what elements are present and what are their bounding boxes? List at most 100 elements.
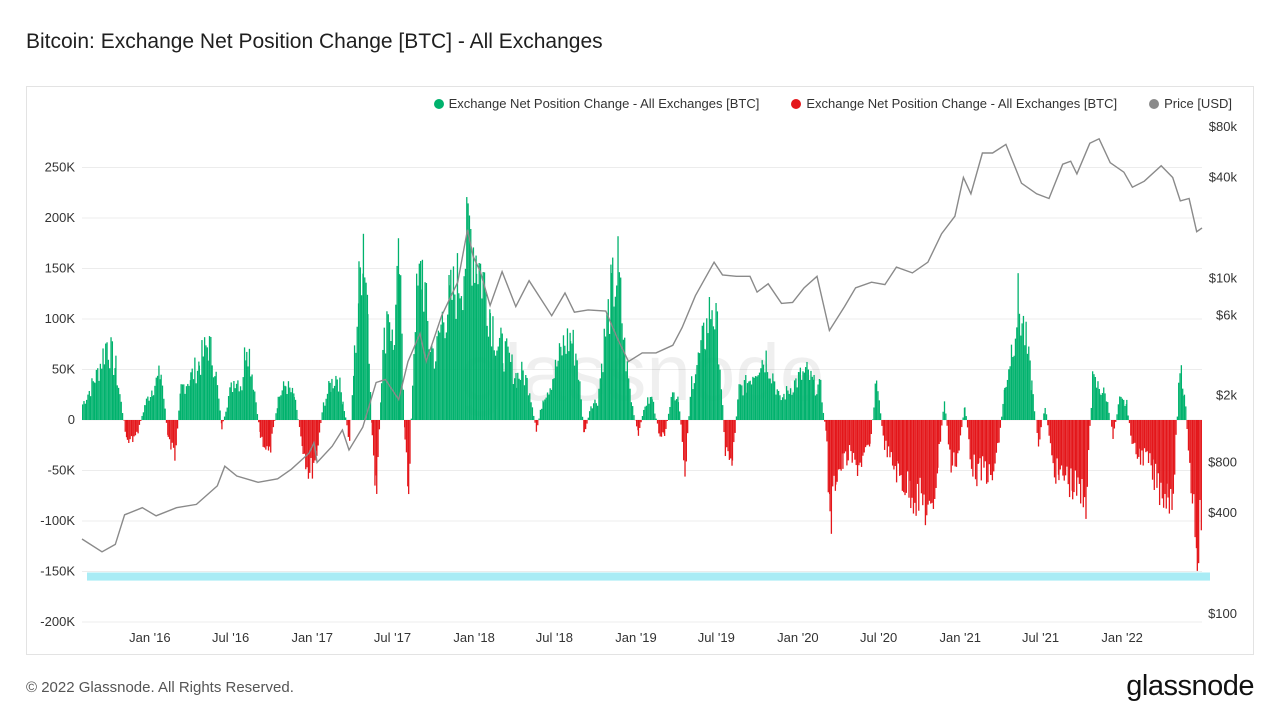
bar-positive [1123,399,1125,420]
y-left-tick-label: -100K [40,513,75,528]
bar-positive [211,365,213,420]
bar-negative [1135,420,1137,455]
bar-positive [797,372,800,420]
bar-positive [1014,338,1017,420]
bar-negative [1153,420,1155,490]
bar-negative [1149,420,1151,454]
legend-item-outflow[interactable]: Exchange Net Position Change - All Excha… [791,96,1117,111]
bar-positive [1020,335,1022,420]
bar-negative [685,420,687,462]
bar-positive [581,416,584,420]
bar-negative [843,420,845,454]
legend-item-inflow[interactable]: Exchange Net Position Change - All Excha… [433,96,759,111]
x-tick-label: Jan '19 [615,630,657,645]
bar-negative [1131,420,1133,444]
bar-positive [719,369,721,420]
legend-item-price[interactable]: Price [USD] [1149,96,1232,111]
y-right-tick-label: $800 [1208,455,1237,470]
bar-negative [934,420,936,499]
bar-positive [545,397,547,420]
bar-negative [176,420,179,429]
bar-negative [404,420,406,440]
bar-negative [659,420,661,437]
bar-positive [652,401,655,420]
bar-negative [726,420,728,448]
bar-negative [174,420,176,461]
bar-positive [358,261,360,420]
bar-positive [1092,371,1094,420]
bar-negative [903,420,905,493]
bar-positive [238,391,240,420]
y-right-tick-label: $6k [1216,308,1237,323]
bar-negative [918,420,920,511]
bar-positive [477,284,479,420]
bar-positive [529,393,531,420]
bar-negative [974,420,977,480]
bar-positive [807,369,809,420]
bar-positive [1107,402,1109,420]
bar-positive [110,337,112,420]
bar-positive [455,318,457,420]
bar-positive [154,385,156,420]
bar-positive [290,392,292,420]
bar-positive [628,378,630,420]
bar-positive [781,397,784,420]
bar-positive [702,322,705,420]
bar-negative [947,420,950,445]
bar-positive [715,303,717,420]
bar-negative [133,420,135,437]
bar-negative [346,420,348,426]
bar-negative [919,420,921,478]
bar-positive [116,385,118,420]
bar-negative [881,420,883,426]
bar-positive [558,343,561,420]
bar-negative [1039,420,1041,440]
bar-positive [475,273,478,420]
bar-positive [673,392,675,420]
bar-positive [1033,411,1036,420]
bar-negative [129,420,131,440]
bar-positive [556,366,558,420]
bar-positive [214,376,216,420]
bar-positive [492,316,494,420]
bar-positive [655,418,657,420]
bar-positive [190,372,192,420]
bar-negative [856,420,859,476]
bar-negative [311,420,314,479]
bar-positive [625,371,627,420]
bar-positive [227,396,230,420]
bar-negative [958,420,960,451]
bar-positive [773,381,776,420]
bar-positive [1001,416,1003,420]
bar-negative [1067,420,1069,485]
bar-negative [1200,420,1202,531]
bar-positive [741,385,743,420]
bar-positive [390,341,392,420]
bar-negative [309,420,311,473]
bar-positive [788,393,790,420]
bar-negative [1036,420,1038,433]
bar-positive [599,378,601,420]
bar-negative [1049,420,1052,444]
bar-positive [1024,345,1026,420]
bar-positive [486,325,488,420]
bar-negative [1138,420,1140,457]
bar-positive [356,326,358,420]
bar-negative [1132,420,1135,444]
bar-positive [779,395,781,420]
bar-positive [83,401,85,420]
bar-positive [772,381,774,420]
bar-positive [121,413,124,420]
glassnode-logo[interactable]: glassnode [1126,670,1254,702]
bar-positive [503,371,505,420]
bar-positive [692,389,694,420]
bar-positive [544,399,546,420]
bar-negative [1194,420,1196,538]
bar-positive [600,363,603,420]
bar-positive [761,360,763,420]
bar-negative [730,420,732,459]
bar-positive [467,203,469,420]
bar-negative [972,420,974,477]
bar-positive [1090,407,1092,420]
bar-negative [1172,420,1175,494]
